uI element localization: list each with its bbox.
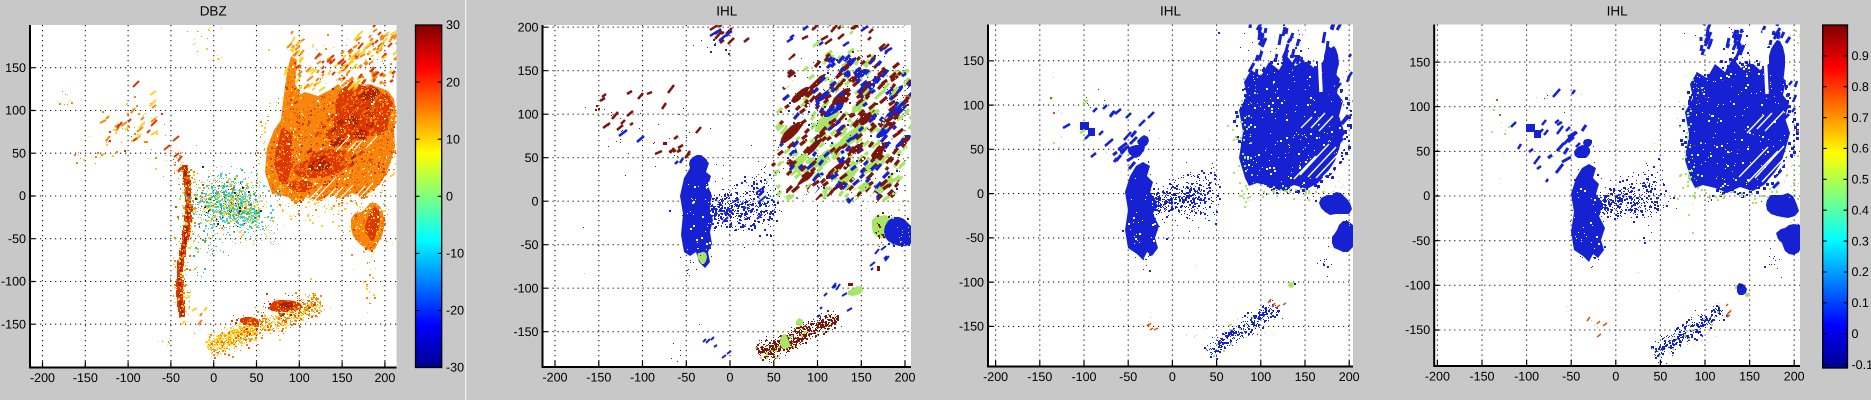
- svg-text:50: 50: [12, 146, 26, 160]
- svg-text:-0.1: -0.1: [1852, 358, 1871, 372]
- svg-text:-150: -150: [1, 317, 26, 331]
- svg-text:IHL: IHL: [716, 4, 738, 19]
- svg-text:-150: -150: [586, 371, 611, 385]
- svg-text:-50: -50: [677, 371, 695, 385]
- svg-text:200: 200: [518, 20, 539, 34]
- svg-text:-100: -100: [1405, 279, 1430, 293]
- svg-text:0: 0: [532, 194, 539, 208]
- svg-text:150: 150: [1409, 55, 1430, 69]
- svg-text:-150: -150: [959, 320, 984, 334]
- svg-text:-100: -100: [513, 281, 538, 295]
- svg-text:DBZ: DBZ: [200, 4, 227, 19]
- svg-text:20: 20: [446, 75, 460, 89]
- svg-text:0.9: 0.9: [1852, 49, 1869, 63]
- svg-text:100: 100: [1695, 370, 1716, 384]
- svg-text:0.2: 0.2: [1852, 265, 1869, 279]
- svg-text:-200: -200: [542, 371, 567, 385]
- svg-text:-200: -200: [1425, 370, 1450, 384]
- svg-text:150: 150: [851, 371, 872, 385]
- svg-text:0.5: 0.5: [1852, 173, 1869, 187]
- svg-text:0: 0: [1169, 370, 1176, 384]
- svg-text:-100: -100: [1514, 370, 1539, 384]
- svg-text:-50: -50: [966, 231, 984, 245]
- svg-text:50: 50: [767, 371, 781, 385]
- svg-text:150: 150: [1739, 370, 1760, 384]
- svg-text:0: 0: [19, 189, 26, 203]
- svg-text:0.3: 0.3: [1852, 234, 1869, 248]
- svg-text:-50: -50: [162, 371, 180, 385]
- svg-text:50: 50: [1416, 145, 1430, 159]
- svg-text:0: 0: [977, 187, 984, 201]
- svg-text:200: 200: [1339, 370, 1360, 384]
- svg-text:100: 100: [289, 371, 310, 385]
- svg-text:0.1: 0.1: [1852, 296, 1869, 310]
- svg-text:-10: -10: [446, 247, 464, 261]
- svg-text:30: 30: [446, 18, 460, 32]
- svg-text:150: 150: [332, 371, 353, 385]
- svg-text:-50: -50: [1119, 370, 1137, 384]
- svg-text:200: 200: [895, 371, 916, 385]
- svg-text:-150: -150: [73, 371, 98, 385]
- svg-text:0: 0: [446, 190, 453, 204]
- svg-text:50: 50: [525, 151, 539, 165]
- svg-text:-150: -150: [1027, 370, 1052, 384]
- svg-text:0: 0: [1423, 189, 1430, 203]
- svg-text:IHL: IHL: [1160, 4, 1182, 19]
- svg-text:50: 50: [970, 143, 984, 157]
- svg-text:150: 150: [1295, 370, 1316, 384]
- svg-text:-30: -30: [446, 361, 464, 375]
- svg-text:150: 150: [518, 64, 539, 78]
- svg-text:150: 150: [5, 61, 26, 75]
- svg-text:-200: -200: [30, 371, 55, 385]
- svg-text:-50: -50: [1412, 234, 1430, 248]
- svg-text:0.8: 0.8: [1852, 80, 1869, 94]
- svg-text:0.7: 0.7: [1852, 111, 1869, 125]
- svg-text:100: 100: [807, 371, 828, 385]
- svg-text:-100: -100: [1071, 370, 1096, 384]
- svg-text:50: 50: [1653, 370, 1667, 384]
- svg-text:0: 0: [1852, 327, 1859, 341]
- svg-text:-150: -150: [513, 325, 538, 339]
- svg-text:-200: -200: [983, 370, 1008, 384]
- svg-text:200: 200: [374, 371, 395, 385]
- svg-text:-100: -100: [1, 275, 26, 289]
- svg-text:0: 0: [1612, 370, 1619, 384]
- svg-text:-100: -100: [116, 371, 141, 385]
- svg-text:-150: -150: [1469, 370, 1494, 384]
- svg-text:0: 0: [210, 371, 217, 385]
- svg-text:-50: -50: [1562, 370, 1580, 384]
- svg-text:0.6: 0.6: [1852, 142, 1869, 156]
- svg-text:50: 50: [250, 371, 264, 385]
- svg-text:-20: -20: [446, 304, 464, 318]
- svg-text:-150: -150: [1405, 323, 1430, 337]
- svg-text:0: 0: [727, 371, 734, 385]
- svg-text:100: 100: [1250, 370, 1271, 384]
- svg-text:-50: -50: [520, 238, 538, 252]
- svg-text:150: 150: [963, 54, 984, 68]
- svg-text:-100: -100: [959, 275, 984, 289]
- svg-text:100: 100: [5, 104, 26, 118]
- svg-text:100: 100: [518, 107, 539, 121]
- svg-text:IHL: IHL: [1607, 4, 1629, 19]
- svg-text:0.4: 0.4: [1852, 203, 1869, 217]
- svg-text:-50: -50: [8, 232, 26, 246]
- svg-text:50: 50: [1210, 370, 1224, 384]
- svg-text:100: 100: [1409, 100, 1430, 114]
- svg-text:-100: -100: [630, 371, 655, 385]
- svg-text:100: 100: [963, 98, 984, 112]
- svg-text:10: 10: [446, 132, 460, 146]
- svg-text:200: 200: [1784, 370, 1805, 384]
